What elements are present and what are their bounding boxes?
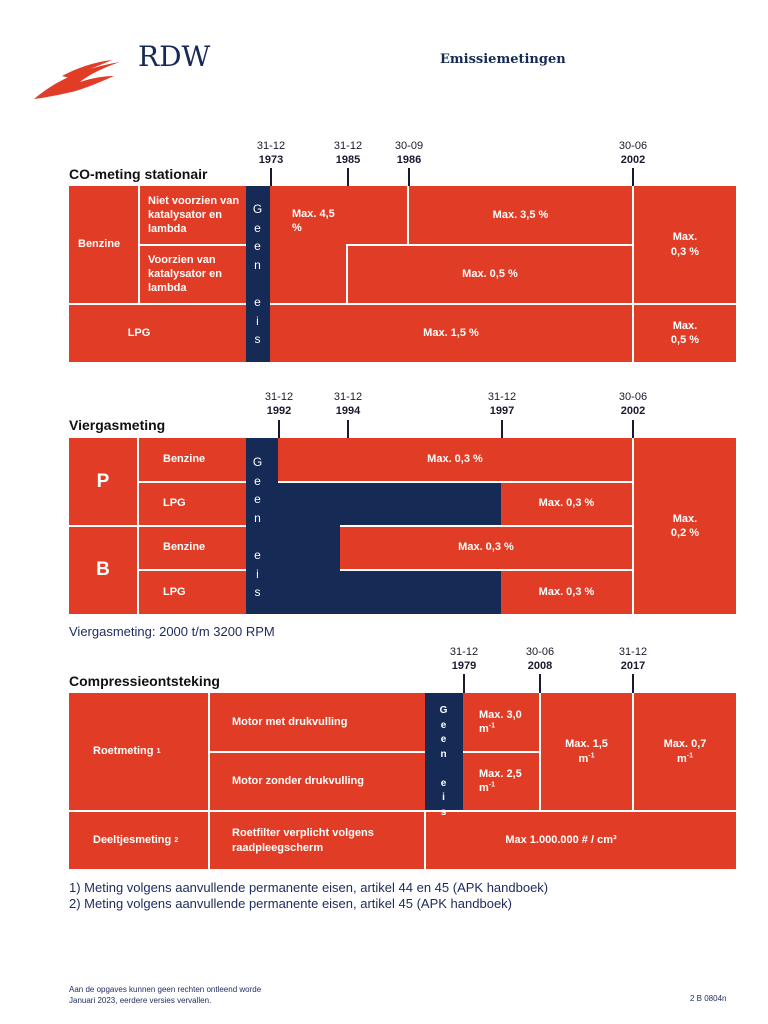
co-tick (347, 168, 349, 186)
divider (69, 525, 246, 527)
co-date-1986: 30-09 1986 (394, 140, 424, 167)
divider (463, 751, 540, 753)
divider (539, 693, 541, 810)
comp-max-30: Max. 3,0 m-1 (479, 708, 522, 735)
vier-navy-region (278, 482, 501, 526)
footer-disclaimer: Aan de opgaves kunnen geen rechten ontle… (69, 985, 262, 1006)
vier-tick (632, 420, 634, 438)
co-date-1985: 31-12 1985 (333, 140, 363, 167)
vier-p-label: P (96, 470, 110, 492)
comp-max-07: Max. 0,7 m-1 (663, 738, 707, 765)
co-date-2002: 30-06 2002 (618, 140, 648, 167)
divider (347, 244, 633, 246)
vier-navy-region (278, 570, 501, 614)
co-max-03: Max. 0,3 % (670, 231, 700, 258)
comp-deeltjesmeting-label: Deeltjesmeting 2 (93, 834, 179, 847)
co-lpg-max-05: Max. 0,5 % (670, 319, 700, 346)
comp-tick (632, 674, 634, 693)
divider (69, 303, 246, 305)
comp-table (69, 693, 736, 869)
divider (632, 693, 634, 810)
footnote-1: 1) Meting volgens aanvullende permanente… (69, 880, 549, 895)
divider (340, 525, 633, 527)
divider (208, 693, 210, 869)
page-title: Emissiemetingen (440, 52, 566, 67)
vier-date-1997: 31-12 1997 (487, 391, 517, 418)
divider (632, 438, 634, 614)
divider (69, 810, 736, 812)
divider (209, 751, 425, 753)
co-section-title: CO-meting stationair (69, 166, 208, 182)
vier-max-03-b-lpg: Max. 0,3 % (538, 585, 595, 598)
comp-roetmeting-label: Roetmeting 1 (93, 745, 161, 758)
divider (138, 569, 246, 571)
co-max-05: Max. 0,5 % (462, 267, 518, 280)
co-lpg-label: LPG (127, 326, 151, 339)
divider (270, 303, 736, 305)
vier-max-02: Max. 0,2 % (670, 512, 700, 539)
vier-tick (347, 420, 349, 438)
comp-date-1979: 31-12 1979 (449, 646, 479, 673)
vier-b-benzine-label: Benzine (163, 541, 206, 554)
co-date-1973: 31-12 1973 (256, 140, 286, 167)
comp-zonder-drukvulling-label: Motor zonder drukvulling (232, 774, 364, 787)
vier-date-1992: 31-12 1992 (264, 391, 294, 418)
divider (137, 438, 139, 614)
comp-tick (463, 674, 465, 693)
comp-max-25: Max. 2,5 m-1 (479, 767, 522, 794)
vier-p-lpg-label: LPG (163, 497, 186, 510)
co-tick (408, 168, 410, 186)
divider (340, 569, 633, 571)
vier-p-benzine-label: Benzine (163, 453, 206, 466)
vier-tick (278, 420, 280, 438)
co-geen-eis-bar (246, 186, 270, 362)
divider (278, 481, 633, 483)
vier-max-03-b-benzine: Max. 0,3 % (458, 541, 514, 554)
vier-navy-region (278, 526, 340, 570)
comp-date-2017: 31-12 2017 (618, 646, 648, 673)
vier-b-lpg-label: LPG (163, 585, 186, 598)
vier-b-label: B (96, 558, 110, 580)
vier-max-03-p-benzine: Max. 0,3 % (427, 453, 483, 466)
rdw-logo-icon (34, 60, 120, 99)
divider (407, 186, 409, 244)
vier-tick (501, 420, 503, 438)
vier-max-03-p-lpg: Max. 0,3 % (538, 497, 595, 510)
co-tick (270, 168, 272, 186)
comp-tick (539, 674, 541, 693)
divider (138, 186, 140, 303)
comp-max-15: Max. 1,5 m-1 (565, 738, 608, 765)
footer-code: 2 B 0804n (690, 994, 727, 1003)
co-benzine-label: Benzine (78, 238, 121, 251)
co-tick (632, 168, 634, 186)
co-max-35: Max. 3,5 % (492, 208, 549, 221)
brand-name: RDW (138, 40, 211, 73)
vier-rpm-note: Viergasmeting: 2000 t/m 3200 RPM (69, 624, 275, 639)
comp-roetfilter-label: Roetfilter verplicht volgens raadpleegsc… (232, 827, 374, 854)
comp-date-2008: 30-06 2008 (525, 646, 555, 673)
vier-date-2002: 30-06 2002 (618, 391, 648, 418)
footnote-2: 2) Meting volgens aanvullende permanente… (69, 896, 512, 911)
co-max-15: Max. 1,5 % (423, 326, 479, 339)
divider (346, 244, 348, 303)
vier-date-1994: 31-12 1994 (333, 391, 363, 418)
vier-geen-eis-bar (246, 438, 278, 614)
co-max-45: Max. 4,5 % (292, 207, 335, 234)
divider (138, 481, 246, 483)
comp-geen-eis-bar (425, 693, 463, 810)
comp-max-particles: Max 1.000.000 # / cm³ (505, 834, 617, 847)
comp-met-drukvulling-label: Motor met drukvulling (232, 715, 348, 728)
co-niet-voorzien-label: Niet voorzien van katalysator en lambda (148, 194, 240, 236)
divider (632, 186, 634, 362)
comp-section-title: Compressieontsteking (69, 673, 220, 689)
co-table (69, 186, 736, 362)
vier-section-title: Viergasmeting (69, 417, 166, 433)
co-voorzien-label: Voorzien van katalysator en lambda (148, 253, 222, 295)
divider (424, 810, 426, 869)
divider (139, 244, 246, 246)
